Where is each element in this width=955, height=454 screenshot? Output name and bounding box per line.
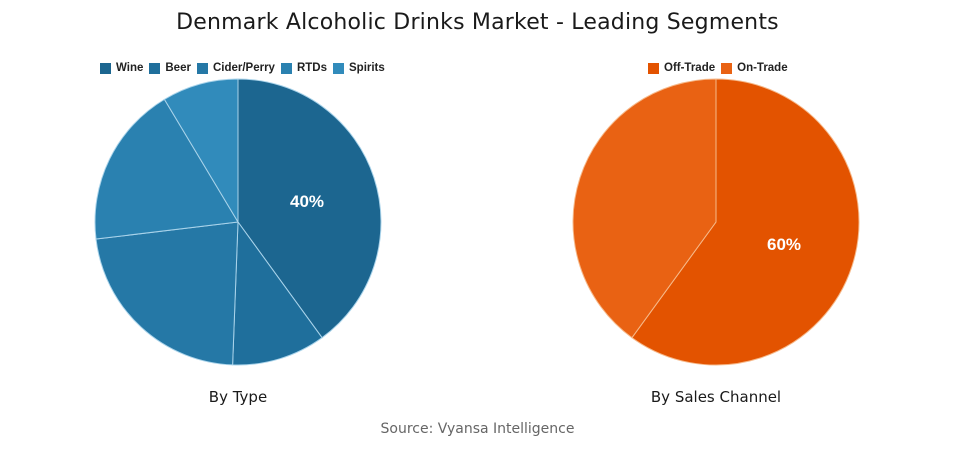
legend-item-beer: Beer: [149, 62, 191, 74]
legend-label: RTDs: [296, 62, 327, 74]
legend-item-rtds: RTDs: [280, 62, 327, 74]
source-note: Source: Vyansa Intelligence: [380, 421, 575, 437]
legend-swatch: [721, 62, 733, 74]
pie-slice-cider-perry: [95, 221, 239, 366]
pie-chart-by-sales-channel: 60%: [572, 78, 860, 366]
legend-item-spirits: Spirits: [333, 62, 385, 74]
legend-label: On-Trade: [737, 62, 788, 74]
pie-slice-beer: [232, 220, 323, 366]
chart-title: Denmark Alcoholic Drinks Market - Leadin…: [176, 10, 779, 35]
legend-label: Spirits: [349, 62, 385, 74]
slice-label-wine: 40%: [290, 192, 324, 211]
legend-by-sales-channel: Off-Trade On-Trade: [648, 62, 794, 74]
legend-swatch: [280, 62, 292, 74]
legend-swatch: [648, 62, 659, 74]
legend-item-on-trade: On-Trade: [721, 62, 788, 74]
legend-label: Beer: [165, 62, 191, 74]
caption-by-sales-channel: By Sales Channel: [650, 388, 782, 406]
legend-item-off-trade: Off-Trade: [648, 62, 715, 74]
pie-chart-by-type: 40%: [94, 78, 382, 366]
slice-label-off-trade: 60%: [767, 235, 801, 254]
pie-slice-wine: [237, 78, 382, 339]
pie-slice-off-trade: [631, 78, 860, 366]
legend-by-type: Wine Beer Cider/Perry RTDs Spirits: [100, 62, 391, 74]
pie-slice-spirits: [163, 78, 239, 224]
caption-by-type: By Type: [208, 388, 268, 406]
legend-item-cider-perry: Cider/Perry: [196, 62, 275, 74]
legend-swatch: [149, 62, 161, 74]
pie-slice-on-trade: [572, 78, 717, 339]
legend-label: Off-Trade: [664, 62, 716, 74]
legend-swatch: [100, 62, 111, 74]
pie-slice-rtds: [94, 98, 239, 240]
legend-item-wine: Wine: [100, 62, 143, 74]
legend-swatch: [196, 62, 208, 74]
legend-label: Cider/Perry: [212, 62, 275, 74]
legend-label: Wine: [116, 62, 144, 74]
legend-swatch: [333, 62, 344, 74]
